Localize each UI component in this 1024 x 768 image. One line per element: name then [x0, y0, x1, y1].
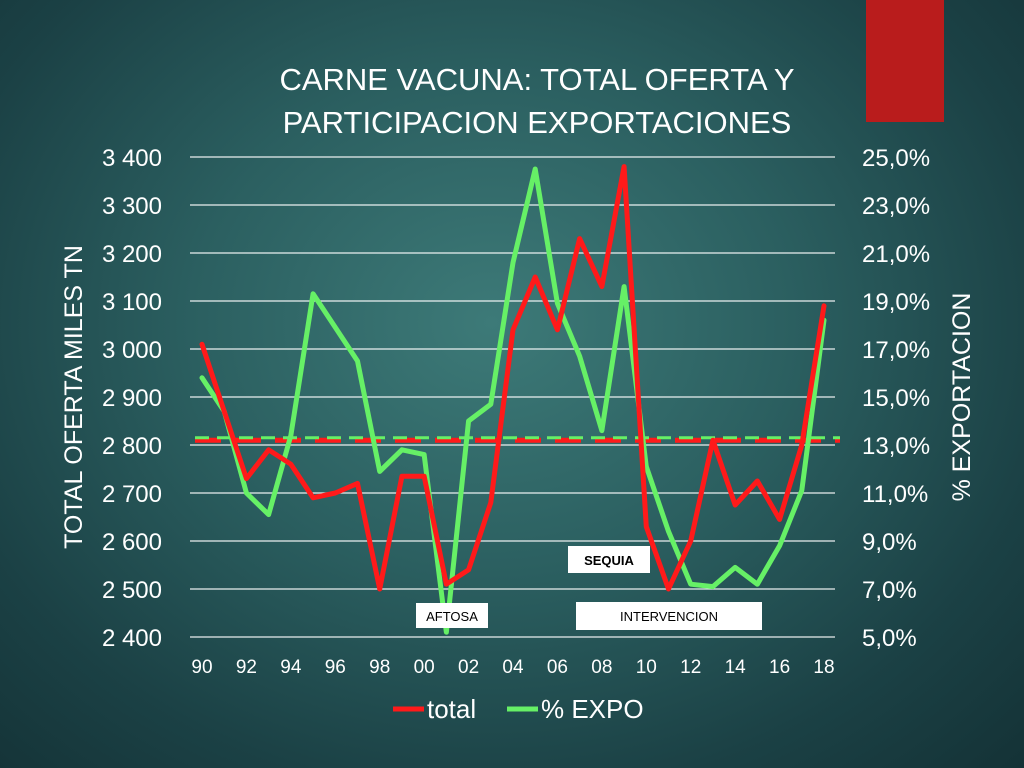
x-tick-label: 98: [369, 657, 390, 678]
left-tick-label: 3 200: [102, 241, 162, 268]
accent-tab: [866, 0, 944, 122]
right-tick-label: 23,0%: [862, 193, 930, 220]
x-tick-label: 08: [591, 657, 612, 678]
left-tick-label: 3 300: [102, 193, 162, 220]
left-tick-label: 2 800: [102, 433, 162, 460]
x-tick-label: 16: [769, 657, 790, 678]
left-tick-label: 2 400: [102, 625, 162, 652]
mean-lines: [195, 436, 840, 443]
right-tick-label: 21,0%: [862, 241, 930, 268]
x-tick-label: 00: [414, 657, 435, 678]
gridlines: [190, 156, 835, 638]
left-tick-label: 2 700: [102, 481, 162, 508]
annotation-intervencion: INTERVENCION: [576, 602, 762, 630]
left-axis-ticks: 3 400 3 300 3 200 3 100 3 000 2 900 2 800 2 700…: [102, 145, 162, 652]
right-tick-label: 25,0%: [862, 145, 930, 172]
right-tick-label: 19,0%: [862, 289, 930, 316]
x-tick-label: 18: [813, 657, 834, 678]
left-tick-label: 2 600: [102, 529, 162, 556]
series-line-expo: [199, 166, 827, 635]
annotation-sequia: SEQUIA: [568, 546, 650, 573]
x-axis-ticks: 90 92 94 96 98 00 02 04 06 08 10 12 14 16 18: [191, 657, 834, 678]
right-tick-label: 13,0%: [862, 433, 930, 460]
annotation-aftosa-label: AFTOSA: [426, 609, 478, 624]
right-tick-label: 15,0%: [862, 385, 930, 412]
x-tick-label: 14: [725, 657, 747, 678]
chart-title-line-2: PARTICIPACION EXPORTACIONES: [283, 105, 792, 140]
left-tick-label: 3 400: [102, 145, 162, 172]
left-tick-label: 2 900: [102, 385, 162, 412]
right-axis-label: % EXPORTACION: [948, 293, 976, 502]
x-tick-label: 02: [458, 657, 479, 678]
left-tick-label: 2 500: [102, 577, 162, 604]
x-tick-label: 94: [280, 657, 302, 678]
right-tick-label: 9,0%: [862, 529, 917, 556]
right-tick-label: 11,0%: [862, 481, 928, 508]
series-lines: [199, 164, 827, 635]
x-tick-label: 96: [325, 657, 346, 678]
right-axis-ticks: 25,0% 23,0% 21,0% 19,0% 17,0% 15,0% 13,0% 11,0%…: [862, 145, 930, 652]
annotation-aftosa: AFTOSA: [416, 603, 488, 628]
x-tick-label: 06: [547, 657, 568, 678]
x-tick-label: 90: [191, 657, 212, 678]
legend: total % EXPO: [393, 694, 644, 724]
x-tick-label: 12: [680, 657, 701, 678]
series-line-total: [199, 164, 827, 592]
right-tick-label: 17,0%: [862, 337, 930, 364]
legend-label-total: total: [427, 694, 476, 724]
x-tick-label: 04: [502, 657, 524, 678]
annotation-intervencion-label: INTERVENCION: [620, 609, 718, 624]
x-tick-label: 10: [636, 657, 657, 678]
left-tick-label: 3 100: [102, 289, 162, 316]
x-tick-label: 92: [236, 657, 257, 678]
chart-title-line-1: CARNE VACUNA: TOTAL OFERTA Y: [279, 62, 794, 97]
left-tick-label: 3 000: [102, 337, 162, 364]
legend-label-expo: % EXPO: [541, 694, 644, 724]
annotation-sequia-label: SEQUIA: [584, 553, 634, 568]
right-tick-label: 5,0%: [862, 625, 917, 652]
right-tick-label: 7,0%: [862, 577, 917, 604]
left-axis-label: TOTAL OFERTA MILES TN: [60, 245, 88, 549]
